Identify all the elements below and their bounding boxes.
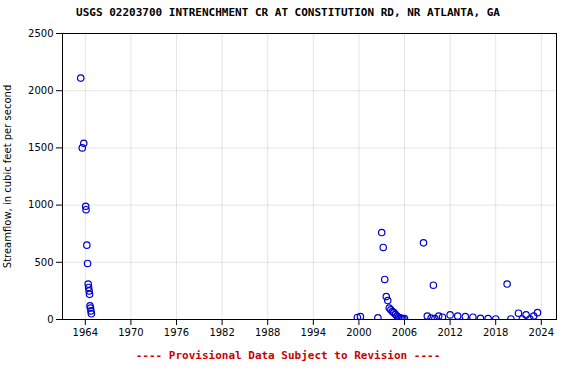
svg-text:500: 500 — [34, 257, 53, 268]
svg-text:1976: 1976 — [164, 327, 189, 338]
svg-text:Streamflow, in cubic feet per: Streamflow, in cubic feet per second — [2, 85, 13, 268]
svg-text:1982: 1982 — [209, 327, 234, 338]
svg-text:1988: 1988 — [255, 327, 280, 338]
svg-text:2006: 2006 — [392, 327, 417, 338]
svg-text:2024: 2024 — [529, 327, 554, 338]
svg-text:1970: 1970 — [118, 327, 143, 338]
svg-text:2018: 2018 — [483, 327, 508, 338]
html-text:---- Provisional Data Subject: ---- Provisional Data Subject to Revisio… — [135, 349, 441, 362]
svg-text:2000: 2000 — [346, 327, 371, 338]
svg-text:2500: 2500 — [28, 28, 53, 39]
svg-text:1964: 1964 — [73, 327, 98, 338]
html-text:USGS 02203700 INTRENCHMENT CR: USGS 02203700 INTRENCHMENT CR AT CONSTIT… — [76, 6, 500, 19]
svg-text:2012: 2012 — [437, 327, 462, 338]
svg-text:1500: 1500 — [28, 142, 53, 153]
svg-text:2000: 2000 — [28, 85, 53, 96]
svg-text:1000: 1000 — [28, 199, 53, 210]
svg-text:1994: 1994 — [301, 327, 326, 338]
svg-text:0: 0 — [47, 314, 53, 325]
